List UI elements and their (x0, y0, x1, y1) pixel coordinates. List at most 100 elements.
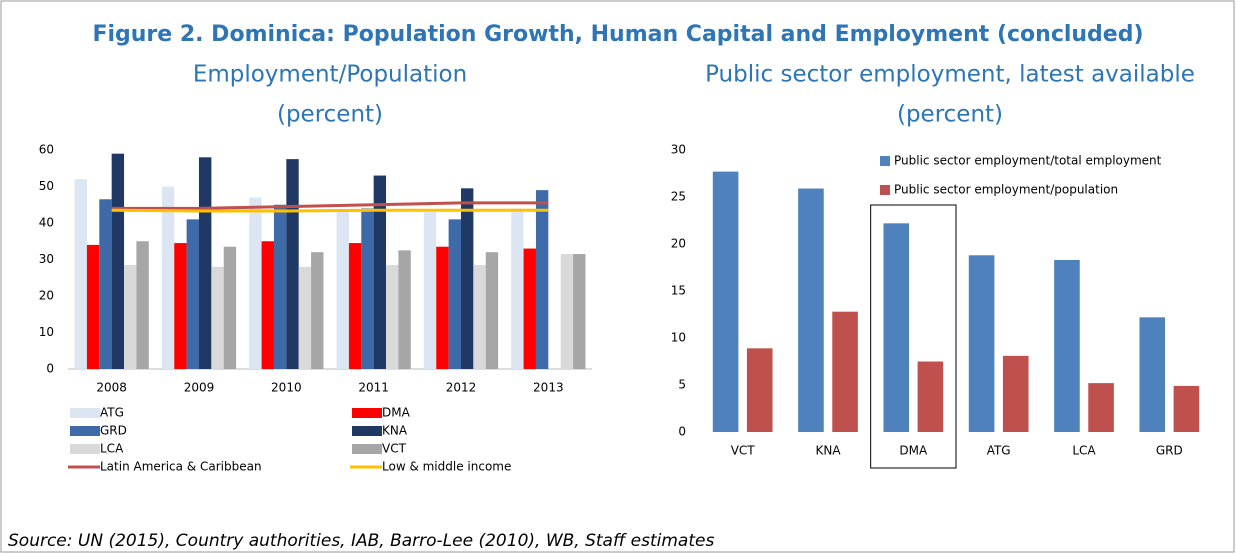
legend-swatch (880, 156, 890, 166)
bar (832, 311, 858, 432)
legend-swatch (352, 444, 382, 454)
x-tick-label: 2008 (96, 381, 127, 395)
x-tick-label: 2010 (271, 381, 302, 395)
bar (348, 243, 362, 369)
bar (423, 212, 437, 369)
legend-swatch (70, 444, 100, 454)
legend-label: LCA (100, 442, 124, 456)
legend-swatch (70, 408, 100, 418)
bar (560, 254, 574, 369)
bar (136, 241, 149, 369)
y-tick-label: 0 (678, 425, 686, 439)
y-tick-label: 30 (671, 143, 686, 157)
x-tick-label: GRD (1156, 444, 1183, 458)
line (111, 208, 549, 213)
bar (311, 252, 324, 369)
bar (535, 190, 549, 369)
bar (199, 157, 212, 369)
y-tick-label: 30 (39, 252, 54, 266)
bar (746, 348, 773, 432)
bar (223, 246, 237, 369)
bar (917, 361, 944, 432)
bar (473, 264, 486, 369)
x-tick-label: 2013 (533, 381, 564, 395)
bar (99, 199, 112, 369)
legend-swatch (352, 426, 382, 436)
source: Source: UN (2015), Country authorities, … (8, 531, 714, 551)
line (111, 201, 549, 210)
legend-label: GRD (100, 424, 127, 438)
bar (573, 254, 586, 369)
chart-subtitle: (percent) (897, 102, 1003, 128)
bar (124, 264, 137, 369)
figure-title: Figure 2. Dominica: Population Growth, H… (92, 22, 1143, 47)
y-tick-label: 10 (39, 325, 54, 339)
legend-label: KNA (382, 424, 408, 438)
bar (111, 153, 125, 369)
bar (1054, 259, 1080, 432)
bar (386, 264, 399, 369)
chart-title: Public sector employment, latest availab… (705, 62, 1195, 88)
bar (273, 204, 287, 369)
legend-label: Latin America & Caribbean (100, 460, 262, 474)
legend-label: Low & middle income (382, 460, 511, 474)
y-tick-label: 5 (678, 378, 686, 392)
legend-swatch (70, 426, 100, 436)
legend-swatch (352, 408, 382, 418)
bar (336, 212, 349, 369)
y-tick-label: 60 (39, 143, 54, 157)
bar (261, 241, 274, 369)
x-tick-label: ATG (987, 444, 1011, 458)
y-tick-label: 50 (39, 179, 54, 193)
bar (373, 175, 387, 369)
bar (174, 243, 187, 369)
legend-swatch (880, 185, 890, 195)
y-tick-label: 20 (671, 237, 686, 251)
bar (86, 244, 100, 369)
bar (883, 223, 910, 432)
highlight-box (870, 204, 957, 469)
y-tick-label: 25 (671, 190, 686, 204)
bar (523, 248, 536, 369)
x-tick-label: DMA (899, 444, 928, 458)
bar (448, 219, 461, 369)
bar (712, 171, 739, 432)
bar (211, 266, 224, 369)
bar (286, 159, 299, 369)
bar (511, 208, 524, 369)
legend-label: VCT (382, 442, 407, 456)
bar (461, 188, 474, 369)
bar (398, 250, 411, 369)
bar (968, 255, 995, 432)
x-tick-label: LCA (1072, 444, 1096, 458)
legend-label: ATG (100, 406, 124, 420)
bar (161, 186, 175, 369)
bar (74, 179, 87, 369)
chart-subtitle: (percent) (277, 102, 383, 128)
bar (186, 219, 199, 369)
bar (249, 197, 262, 369)
legend-label: Public sector employment/population (894, 183, 1118, 197)
x-tick-label: 2012 (446, 381, 477, 395)
bar (1173, 385, 1200, 432)
y-tick-label: 10 (671, 331, 686, 345)
bar (361, 208, 374, 369)
legend-label: Public sector employment/total employmen… (894, 154, 1162, 168)
bar (1139, 317, 1166, 432)
chart-title: Employment/Population (193, 62, 467, 88)
legend-label: DMA (382, 406, 411, 420)
y-tick-label: 0 (46, 362, 54, 376)
bar (485, 252, 499, 369)
x-tick-label: 2011 (358, 381, 389, 395)
bar (298, 266, 312, 369)
y-tick-label: 40 (39, 216, 54, 230)
x-tick-label: 2009 (184, 381, 215, 395)
bar (798, 188, 824, 432)
y-tick-label: 15 (671, 284, 686, 298)
bar (1088, 383, 1114, 432)
x-tick-label: KNA (815, 444, 841, 458)
bar (436, 246, 449, 369)
x-tick-label: VCT (731, 444, 756, 458)
